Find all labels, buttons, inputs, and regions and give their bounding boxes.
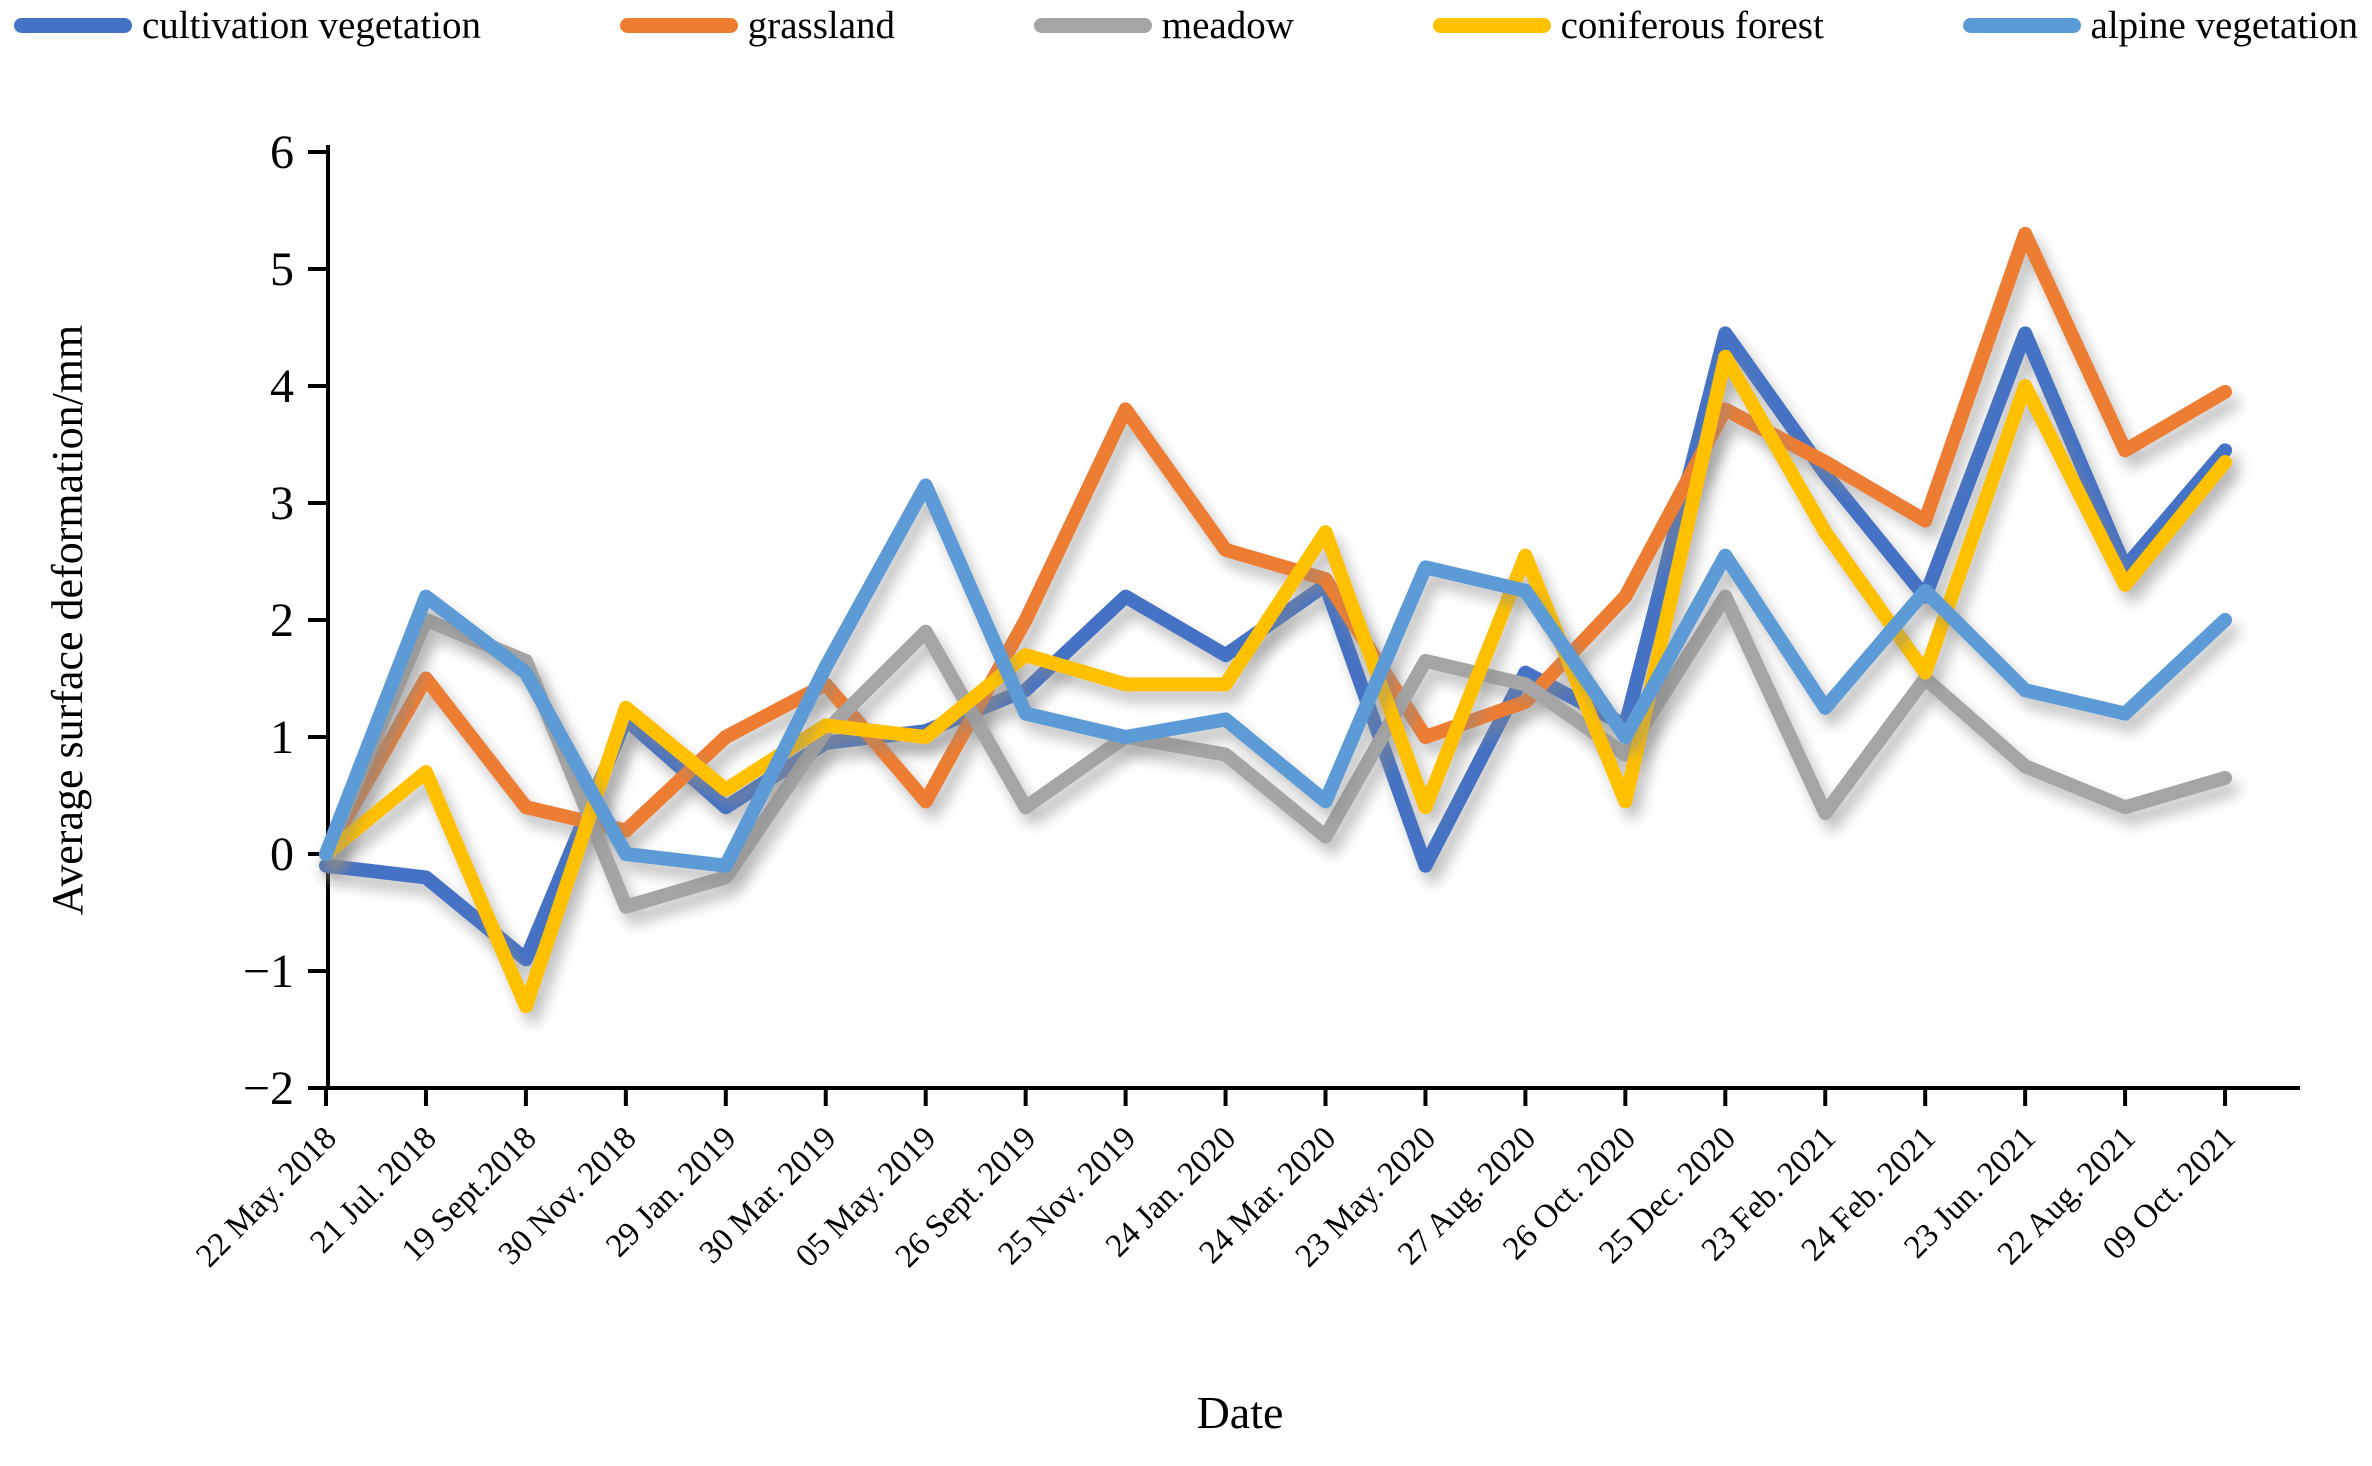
- chart-legend: cultivation vegetation grassland meadow con…: [0, 6, 2372, 45]
- legend-item-meadow: meadow: [1033, 4, 1294, 47]
- legend-label: alpine vegetation: [2090, 4, 2358, 47]
- series-line-meadow: [319, 589, 2233, 914]
- legend-label: coniferous forest: [1560, 4, 1824, 47]
- y-axis-tick-label: 4: [270, 360, 294, 413]
- legend-label: meadow: [1161, 4, 1294, 47]
- y-axis-tick-label: 2: [270, 594, 294, 647]
- legend-label: cultivation vegetation: [142, 4, 481, 47]
- series-line-alpine-vegetation: [319, 478, 2233, 873]
- y-axis-tick-label: 1: [270, 711, 294, 764]
- legend-line-swatch: [14, 18, 132, 33]
- legend-line-swatch: [1962, 18, 2081, 33]
- x-axis-title: Date: [1197, 1387, 1284, 1438]
- series-line-coniferous-forest: [319, 349, 2233, 1014]
- legend-item-alpine-vegetation: alpine vegetation: [1962, 4, 2358, 47]
- legend-item-coniferous-forest: coniferous forest: [1432, 4, 1824, 47]
- legend-item-cultivation-vegetation: cultivation vegetation: [14, 6, 481, 45]
- y-axis-tick-label: 6: [270, 126, 294, 179]
- y-axis-tick-label: −1: [243, 945, 294, 998]
- legend-line-swatch: [619, 18, 738, 33]
- y-axis-title: Average surface deformation/mm: [43, 325, 92, 915]
- y-axis-tick-label: 3: [270, 477, 294, 530]
- legend-line-swatch: [1432, 18, 1551, 33]
- y-axis-tick-label: 5: [270, 243, 294, 296]
- series-line-grassland: [319, 226, 2233, 861]
- legend-line-swatch: [1033, 18, 1152, 33]
- y-axis-tick-label: 0: [270, 828, 294, 881]
- legend-label: grassland: [747, 4, 896, 47]
- y-axis-tick-label: −2: [243, 1062, 294, 1115]
- legend-item-grassland: grassland: [619, 4, 896, 47]
